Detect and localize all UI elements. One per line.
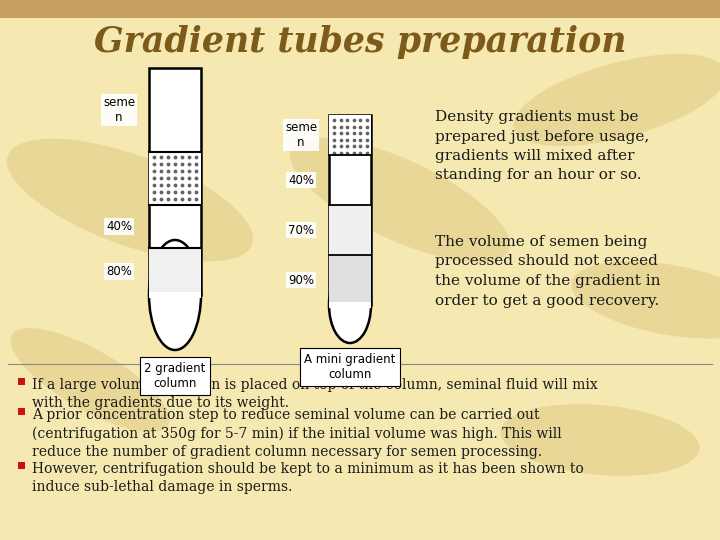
Ellipse shape	[513, 54, 720, 146]
Text: If a large volume of semen is placed on top of the column, seminal fluid will mi: If a large volume of semen is placed on …	[32, 378, 598, 410]
Text: 40%: 40%	[106, 220, 132, 233]
Text: However, centrifugation should be kept to a minimum as it has been shown to
indu: However, centrifugation should be kept t…	[32, 462, 584, 495]
Bar	[149, 68, 201, 295]
Text: A mini gradient
column: A mini gradient column	[305, 353, 396, 381]
Text: seme
n: seme n	[285, 121, 317, 149]
Bar	[329, 115, 371, 155]
Bar	[0, 0, 720, 18]
Text: A prior concentration step to reduce seminal volume can be carried out
(centrifu: A prior concentration step to reduce sem…	[32, 408, 562, 460]
Text: Density gradients must be
prepared just before usage,
gradients will mixed after: Density gradients must be prepared just …	[435, 110, 649, 183]
Bar	[149, 152, 201, 205]
Ellipse shape	[572, 261, 720, 339]
Ellipse shape	[329, 267, 371, 343]
Bar	[329, 205, 371, 255]
Bar	[18, 408, 25, 415]
Ellipse shape	[149, 240, 201, 350]
Text: 70%: 70%	[288, 224, 314, 237]
Text: 80%: 80%	[106, 265, 132, 278]
Text: The volume of semen being
processed should not exceed
the volume of the gradient: The volume of semen being processed shou…	[435, 235, 660, 307]
Bar	[149, 248, 201, 295]
Text: 40%: 40%	[288, 173, 314, 186]
Bar	[149, 292, 201, 298]
Text: 90%: 90%	[288, 273, 314, 287]
Ellipse shape	[11, 328, 169, 432]
Text: seme
n: seme n	[103, 96, 135, 124]
Ellipse shape	[290, 138, 510, 262]
Text: Gradient tubes preparation: Gradient tubes preparation	[94, 25, 626, 59]
Bar	[329, 255, 371, 305]
Bar	[329, 115, 371, 305]
Ellipse shape	[500, 404, 700, 476]
Text: 2 gradient
column: 2 gradient column	[144, 362, 206, 390]
Bar	[329, 302, 371, 308]
Bar	[147, 68, 203, 295]
Bar	[18, 462, 25, 469]
Bar	[18, 378, 25, 385]
Ellipse shape	[7, 139, 253, 261]
